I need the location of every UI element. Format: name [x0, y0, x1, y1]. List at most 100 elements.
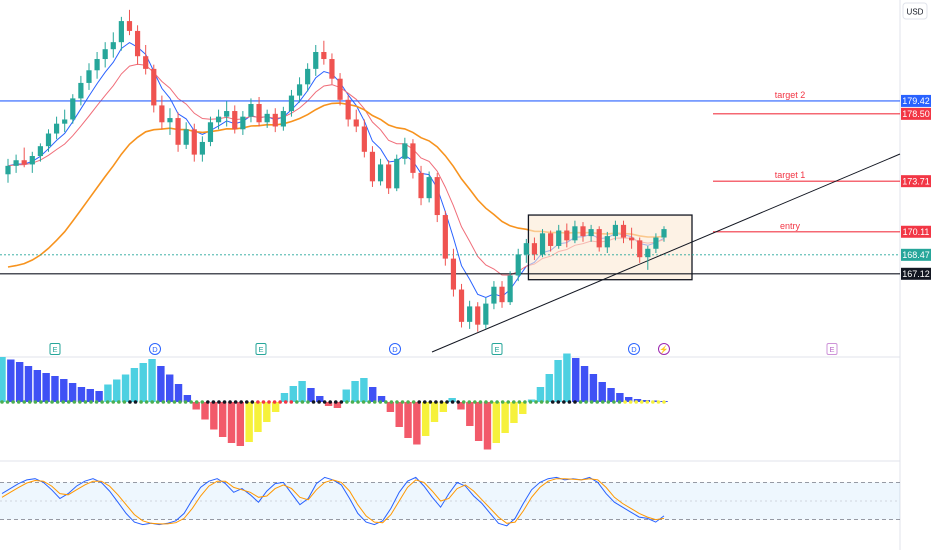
candle-body[interactable] — [531, 243, 538, 255]
candle-body[interactable] — [329, 59, 335, 79]
candle-body[interactable] — [345, 99, 351, 120]
candle-body[interactable] — [475, 306, 481, 325]
event-marker-earnings-badge[interactable] — [491, 343, 503, 355]
candle-body[interactable] — [5, 165, 11, 175]
candle-body[interactable] — [70, 98, 76, 120]
candle-body[interactable] — [78, 82, 84, 99]
candle-body[interactable] — [13, 160, 19, 166]
candle-body[interactable] — [126, 21, 133, 31]
candle-body[interactable] — [37, 146, 43, 157]
price-pane[interactable]: target 2 target 1 entry — [0, 9, 901, 353]
candle-body[interactable] — [539, 233, 546, 255]
candle-body[interactable] — [296, 84, 303, 96]
price-scale[interactable]: 179.42 178.50 173.71 170.11 168.47 167.12 — [901, 94, 931, 280]
candle-body[interactable] — [288, 95, 295, 112]
candle-body[interactable] — [183, 129, 189, 145]
candle-body[interactable] — [458, 289, 465, 322]
candle-body[interactable] — [321, 52, 327, 60]
event-marker-dividend-badge[interactable] — [389, 343, 401, 355]
candle-body[interactable] — [21, 160, 27, 165]
candle-body[interactable] — [572, 226, 578, 241]
event-marker-dividend-badge[interactable] — [149, 343, 161, 355]
candle-body[interactable] — [110, 42, 116, 50]
candle-body[interactable] — [240, 116, 246, 130]
candle-body[interactable] — [637, 240, 643, 258]
candle-body[interactable] — [353, 119, 359, 127]
candle-body[interactable] — [604, 236, 610, 248]
candle-body[interactable] — [507, 275, 513, 303]
candle-body[interactable] — [418, 172, 424, 199]
event-marker-earnings-badge[interactable] — [49, 343, 61, 355]
candle-body[interactable] — [337, 78, 343, 100]
candle-body[interactable] — [434, 177, 440, 216]
candle-body[interactable] — [369, 151, 376, 182]
candle-body[interactable] — [629, 237, 635, 241]
candle-body[interactable] — [94, 59, 100, 71]
ascending-trendline[interactable] — [431, 153, 901, 353]
candle-body[interactable] — [313, 52, 319, 69]
candle-body[interactable] — [167, 118, 173, 123]
candle-body[interactable] — [159, 105, 165, 123]
candle-body[interactable] — [426, 177, 432, 199]
candle-body[interactable] — [588, 229, 594, 237]
candle-body[interactable] — [661, 229, 667, 238]
candle-body[interactable] — [386, 164, 392, 189]
candle-body[interactable] — [612, 224, 619, 237]
candle-body[interactable] — [394, 158, 400, 189]
candle-body[interactable] — [305, 68, 311, 85]
candle-body[interactable] — [256, 104, 262, 123]
candle-body[interactable] — [361, 126, 367, 152]
stochastic-pane[interactable] — [0, 476, 900, 527]
candle-body[interactable] — [523, 243, 529, 255]
candle-body[interactable] — [134, 30, 141, 57]
squeeze-dot — [406, 400, 410, 404]
event-marker-dividend-badge[interactable] — [628, 343, 640, 355]
candle-body[interactable] — [45, 133, 52, 147]
candle-body[interactable] — [29, 156, 35, 165]
candle-body[interactable] — [280, 111, 286, 127]
candle-body[interactable] — [580, 226, 586, 237]
event-marker-earnings-future-badge[interactable] — [826, 343, 838, 355]
consolidation-zone-box[interactable] — [527, 214, 693, 281]
candle-body[interactable] — [232, 111, 238, 130]
candle-body[interactable] — [645, 248, 651, 258]
candle-body[interactable] — [53, 123, 60, 134]
candle-body[interactable] — [248, 104, 254, 117]
candle-body[interactable] — [207, 122, 214, 142]
candle-body[interactable] — [175, 118, 181, 145]
candle-body[interactable] — [402, 143, 408, 159]
candle-body[interactable] — [272, 113, 278, 127]
candle-body[interactable] — [620, 224, 627, 238]
candle-body[interactable] — [264, 113, 270, 123]
candle-body[interactable] — [548, 233, 554, 246]
candle-body[interactable] — [215, 116, 222, 123]
candle-body[interactable] — [442, 215, 448, 259]
event-marker-split-badge[interactable] — [658, 343, 670, 355]
candle-body[interactable] — [191, 129, 197, 155]
candle-body[interactable] — [483, 303, 489, 325]
candle-body[interactable] — [62, 119, 68, 124]
candle-body[interactable] — [410, 143, 416, 173]
candle-body[interactable] — [151, 68, 157, 106]
candle-body[interactable] — [556, 230, 562, 246]
candle-body[interactable] — [199, 141, 205, 155]
momentum-histogram-pane[interactable] — [0, 353, 668, 450]
candle-body[interactable] — [491, 286, 497, 304]
event-marker-earnings-badge[interactable] — [255, 343, 267, 355]
candle-body[interactable] — [118, 21, 124, 43]
candle-body[interactable] — [450, 258, 457, 290]
candle-body[interactable] — [499, 286, 505, 303]
candle-body[interactable] — [143, 56, 149, 69]
candle-body[interactable] — [102, 49, 108, 60]
candle-body[interactable] — [224, 111, 230, 117]
candle-body[interactable] — [596, 229, 602, 248]
candle-body[interactable] — [86, 70, 92, 83]
candle-body[interactable] — [515, 254, 521, 276]
candle-body[interactable] — [467, 306, 473, 322]
candle-body[interactable] — [564, 230, 570, 241]
currency-button[interactable] — [902, 2, 928, 20]
candle-body[interactable] — [377, 164, 384, 182]
candle-body[interactable] — [653, 237, 659, 249]
